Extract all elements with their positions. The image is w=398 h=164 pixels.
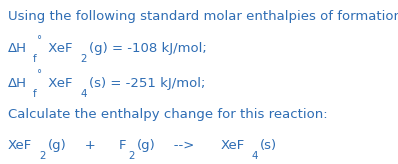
Text: °: ° [37, 35, 42, 45]
Text: XeF: XeF [220, 139, 245, 152]
Text: XeF: XeF [44, 77, 72, 90]
Text: +: + [72, 139, 108, 152]
Text: (s) = -251 kJ/mol;: (s) = -251 kJ/mol; [89, 77, 205, 90]
Text: f: f [33, 89, 36, 99]
Text: (g): (g) [137, 139, 156, 152]
Text: 4: 4 [252, 151, 258, 161]
Text: (g) = -108 kJ/mol;: (g) = -108 kJ/mol; [89, 42, 207, 55]
Text: Calculate the enthalpy change for this reaction:: Calculate the enthalpy change for this r… [8, 108, 328, 121]
Text: -->: --> [161, 139, 207, 152]
Text: ΔH: ΔH [8, 77, 27, 90]
Text: Using the following standard molar enthalpies of formation:: Using the following standard molar entha… [8, 10, 398, 23]
Text: (s): (s) [260, 139, 277, 152]
Text: 2: 2 [80, 54, 87, 64]
Text: XeF: XeF [8, 139, 32, 152]
Text: ΔH: ΔH [8, 42, 27, 55]
Text: (g): (g) [47, 139, 66, 152]
Text: 2: 2 [129, 151, 135, 161]
Text: f: f [33, 54, 36, 64]
Text: XeF: XeF [44, 42, 72, 55]
Text: F: F [119, 139, 126, 152]
Text: 2: 2 [39, 151, 46, 161]
Text: °: ° [37, 69, 42, 79]
Text: 4: 4 [80, 89, 87, 99]
